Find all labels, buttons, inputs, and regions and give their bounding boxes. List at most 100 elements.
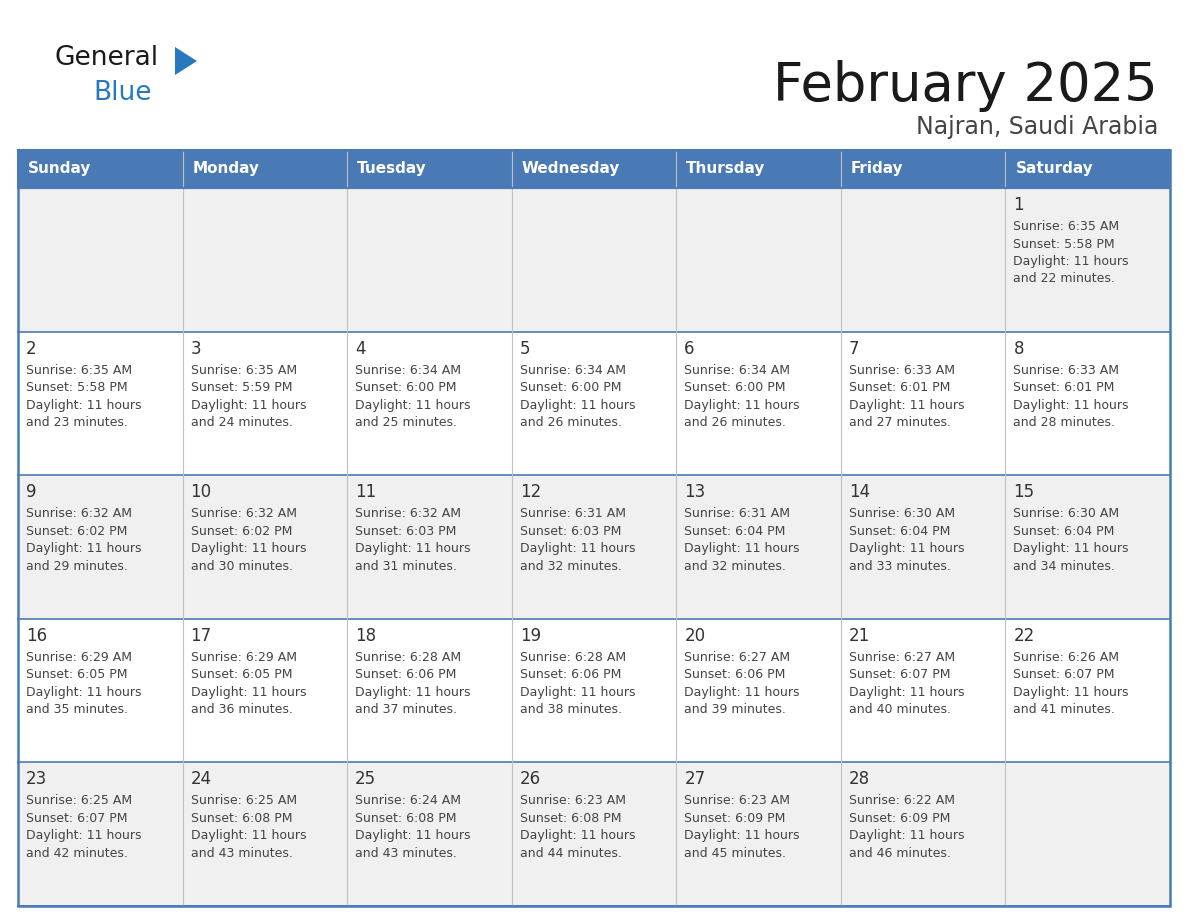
Text: Daylight: 11 hours: Daylight: 11 hours — [519, 829, 636, 843]
Text: General: General — [55, 45, 159, 71]
Text: Daylight: 11 hours: Daylight: 11 hours — [1013, 398, 1129, 411]
Text: and 22 minutes.: and 22 minutes. — [1013, 273, 1116, 285]
Text: Sunset: 6:05 PM: Sunset: 6:05 PM — [26, 668, 127, 681]
Text: and 27 minutes.: and 27 minutes. — [849, 416, 950, 429]
Text: Sunset: 6:07 PM: Sunset: 6:07 PM — [1013, 668, 1114, 681]
Text: Daylight: 11 hours: Daylight: 11 hours — [190, 398, 307, 411]
Text: Najran, Saudi Arabia: Najran, Saudi Arabia — [916, 115, 1158, 139]
Text: Daylight: 11 hours: Daylight: 11 hours — [190, 686, 307, 699]
Bar — [841, 150, 1005, 188]
Text: Saturday: Saturday — [1016, 162, 1093, 176]
Text: Daylight: 11 hours: Daylight: 11 hours — [684, 686, 800, 699]
Bar — [347, 150, 512, 188]
Text: Daylight: 11 hours: Daylight: 11 hours — [26, 543, 141, 555]
Text: and 26 minutes.: and 26 minutes. — [519, 416, 621, 429]
Text: Sunrise: 6:33 AM: Sunrise: 6:33 AM — [849, 364, 955, 376]
Text: Daylight: 11 hours: Daylight: 11 hours — [519, 398, 636, 411]
Text: 10: 10 — [190, 483, 211, 501]
Text: and 30 minutes.: and 30 minutes. — [190, 560, 292, 573]
Text: Daylight: 11 hours: Daylight: 11 hours — [519, 686, 636, 699]
Text: Sunrise: 6:34 AM: Sunrise: 6:34 AM — [355, 364, 461, 376]
Text: Daylight: 11 hours: Daylight: 11 hours — [1013, 255, 1129, 268]
Text: and 43 minutes.: and 43 minutes. — [190, 847, 292, 860]
Text: 21: 21 — [849, 627, 870, 644]
Text: Monday: Monday — [192, 162, 259, 176]
Text: 16: 16 — [26, 627, 48, 644]
Text: Daylight: 11 hours: Daylight: 11 hours — [684, 398, 800, 411]
Text: Sunset: 6:02 PM: Sunset: 6:02 PM — [26, 525, 127, 538]
Text: Daylight: 11 hours: Daylight: 11 hours — [1013, 686, 1129, 699]
Text: 1: 1 — [1013, 196, 1024, 214]
Text: Blue: Blue — [93, 80, 152, 106]
Text: 19: 19 — [519, 627, 541, 644]
Text: Sunrise: 6:31 AM: Sunrise: 6:31 AM — [684, 508, 790, 521]
Text: Daylight: 11 hours: Daylight: 11 hours — [355, 829, 470, 843]
Text: and 46 minutes.: and 46 minutes. — [849, 847, 950, 860]
Text: and 40 minutes.: and 40 minutes. — [849, 703, 950, 716]
Bar — [1005, 150, 1170, 188]
Text: Sunrise: 6:34 AM: Sunrise: 6:34 AM — [684, 364, 790, 376]
Text: 20: 20 — [684, 627, 706, 644]
Text: Friday: Friday — [851, 162, 904, 176]
Text: Sunset: 6:00 PM: Sunset: 6:00 PM — [355, 381, 456, 394]
Text: Sunrise: 6:32 AM: Sunrise: 6:32 AM — [190, 508, 297, 521]
Text: Sunset: 6:01 PM: Sunset: 6:01 PM — [849, 381, 950, 394]
Text: Sunrise: 6:30 AM: Sunrise: 6:30 AM — [849, 508, 955, 521]
Text: and 38 minutes.: and 38 minutes. — [519, 703, 621, 716]
Text: Daylight: 11 hours: Daylight: 11 hours — [190, 543, 307, 555]
Bar — [512, 150, 676, 188]
Text: and 37 minutes.: and 37 minutes. — [355, 703, 457, 716]
Text: and 45 minutes.: and 45 minutes. — [684, 847, 786, 860]
Text: Sunset: 6:03 PM: Sunset: 6:03 PM — [355, 525, 456, 538]
Text: and 31 minutes.: and 31 minutes. — [355, 560, 457, 573]
Text: Sunrise: 6:22 AM: Sunrise: 6:22 AM — [849, 794, 955, 808]
Text: 22: 22 — [1013, 627, 1035, 644]
Text: and 33 minutes.: and 33 minutes. — [849, 560, 950, 573]
Text: 6: 6 — [684, 340, 695, 358]
Text: February 2025: February 2025 — [773, 60, 1158, 112]
Text: 26: 26 — [519, 770, 541, 789]
Text: Sunrise: 6:35 AM: Sunrise: 6:35 AM — [26, 364, 132, 376]
Text: Sunrise: 6:31 AM: Sunrise: 6:31 AM — [519, 508, 626, 521]
Text: Daylight: 11 hours: Daylight: 11 hours — [1013, 543, 1129, 555]
Text: Sunset: 6:06 PM: Sunset: 6:06 PM — [684, 668, 785, 681]
Text: Sunday: Sunday — [29, 162, 91, 176]
Text: and 24 minutes.: and 24 minutes. — [190, 416, 292, 429]
Text: Sunset: 5:58 PM: Sunset: 5:58 PM — [1013, 238, 1116, 251]
Text: Sunset: 6:00 PM: Sunset: 6:00 PM — [684, 381, 785, 394]
Text: Sunrise: 6:27 AM: Sunrise: 6:27 AM — [849, 651, 955, 664]
Text: Sunrise: 6:33 AM: Sunrise: 6:33 AM — [1013, 364, 1119, 376]
Text: 17: 17 — [190, 627, 211, 644]
Text: Sunset: 6:07 PM: Sunset: 6:07 PM — [849, 668, 950, 681]
Text: Sunrise: 6:29 AM: Sunrise: 6:29 AM — [190, 651, 297, 664]
Bar — [676, 150, 841, 188]
Text: Daylight: 11 hours: Daylight: 11 hours — [26, 686, 141, 699]
Bar — [18, 188, 1170, 331]
Text: Sunrise: 6:29 AM: Sunrise: 6:29 AM — [26, 651, 132, 664]
Text: and 35 minutes.: and 35 minutes. — [26, 703, 128, 716]
Text: and 26 minutes.: and 26 minutes. — [684, 416, 786, 429]
Text: Wednesday: Wednesday — [522, 162, 620, 176]
Text: 25: 25 — [355, 770, 377, 789]
Text: 24: 24 — [190, 770, 211, 789]
Text: Sunset: 6:09 PM: Sunset: 6:09 PM — [849, 812, 950, 825]
Text: 2: 2 — [26, 340, 37, 358]
Text: Sunset: 6:01 PM: Sunset: 6:01 PM — [1013, 381, 1114, 394]
Text: and 43 minutes.: and 43 minutes. — [355, 847, 457, 860]
Text: Sunrise: 6:25 AM: Sunrise: 6:25 AM — [190, 794, 297, 808]
Text: Daylight: 11 hours: Daylight: 11 hours — [684, 543, 800, 555]
Text: Daylight: 11 hours: Daylight: 11 hours — [684, 829, 800, 843]
Text: and 23 minutes.: and 23 minutes. — [26, 416, 128, 429]
Text: Sunset: 5:58 PM: Sunset: 5:58 PM — [26, 381, 127, 394]
Text: 12: 12 — [519, 483, 541, 501]
Text: Daylight: 11 hours: Daylight: 11 hours — [849, 398, 965, 411]
Text: Sunrise: 6:27 AM: Sunrise: 6:27 AM — [684, 651, 790, 664]
Text: Daylight: 11 hours: Daylight: 11 hours — [849, 686, 965, 699]
Bar — [18, 763, 1170, 906]
Text: Sunset: 6:08 PM: Sunset: 6:08 PM — [519, 812, 621, 825]
Text: Sunset: 6:05 PM: Sunset: 6:05 PM — [190, 668, 292, 681]
Text: Sunrise: 6:23 AM: Sunrise: 6:23 AM — [519, 794, 626, 808]
Text: Sunrise: 6:34 AM: Sunrise: 6:34 AM — [519, 364, 626, 376]
Text: and 34 minutes.: and 34 minutes. — [1013, 560, 1116, 573]
Text: and 42 minutes.: and 42 minutes. — [26, 847, 128, 860]
